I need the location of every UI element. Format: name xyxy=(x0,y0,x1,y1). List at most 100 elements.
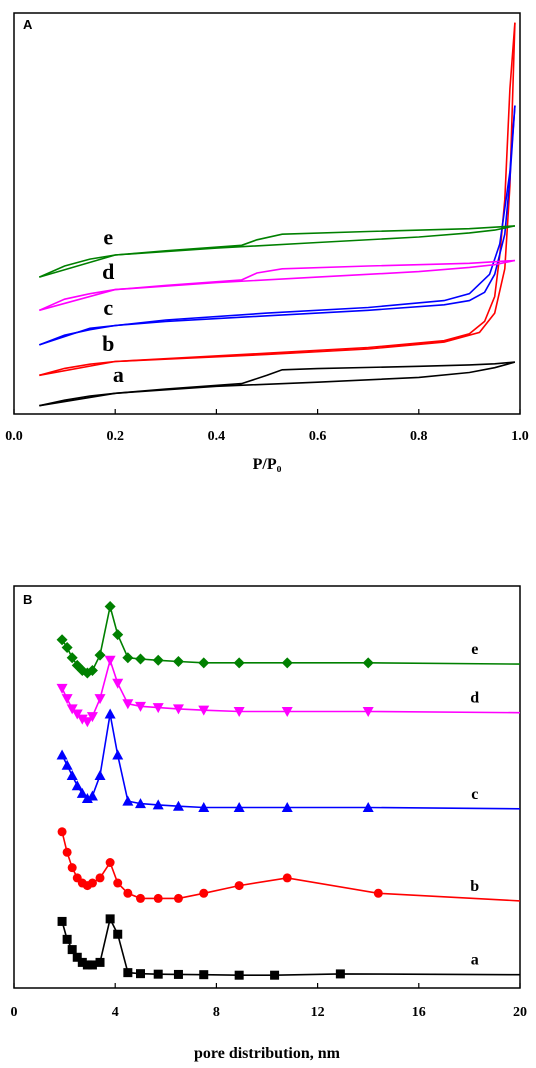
series-e-marker xyxy=(135,653,146,665)
series-c-marker xyxy=(135,798,146,809)
series-b-marker xyxy=(199,888,209,898)
x-tick-label: 20 xyxy=(513,1005,527,1020)
series-e-marker xyxy=(86,664,98,676)
series-a-marker xyxy=(95,957,105,967)
series-a-marker xyxy=(67,945,77,955)
x-tick-label: 4 xyxy=(112,1005,119,1020)
panel-a-frame xyxy=(13,12,521,415)
series-e-adsorption-line xyxy=(38,225,515,278)
series-c-marker xyxy=(61,759,73,770)
x-tick-label: 16 xyxy=(412,1005,426,1020)
series-e-marker xyxy=(152,654,164,666)
series-a-marker xyxy=(335,969,345,979)
series-a-marker xyxy=(82,960,92,970)
series-e-marker xyxy=(198,657,210,669)
series-d-marker xyxy=(152,703,164,714)
series-c-marker xyxy=(76,787,88,798)
series-c-marker xyxy=(81,793,93,804)
series-c-marker xyxy=(198,801,210,812)
x-tick-label: 0.6 xyxy=(309,429,327,444)
series-d-adsorption-line xyxy=(38,259,515,312)
x-tick-label: 0.2 xyxy=(106,429,124,444)
series-d-marker xyxy=(66,704,78,715)
series-b-marker xyxy=(62,847,72,857)
series-c-marker xyxy=(71,780,83,791)
series-a-marker xyxy=(62,934,72,944)
panel-a-x-ticks: 0.0 0.2 0.4 0.6 0.8 1.0 xyxy=(5,409,529,444)
series-d-marker xyxy=(362,706,374,717)
series-d-marker xyxy=(71,709,83,720)
panel-b-series xyxy=(56,600,521,980)
series-d-marker xyxy=(172,704,184,715)
x-tick-label: 0.8 xyxy=(410,429,428,444)
x-tick-label: 0.0 xyxy=(5,429,23,444)
series-label-c: c xyxy=(471,786,478,803)
series-e-marker xyxy=(66,652,78,664)
series-d-marker xyxy=(104,655,116,666)
x-tick-label: 8 xyxy=(213,1005,220,1020)
series-b-marker xyxy=(123,888,133,898)
series-b-adsorption-line xyxy=(39,22,516,377)
series-d-marker xyxy=(86,712,98,723)
series-c-marker xyxy=(112,749,124,760)
series-d-line xyxy=(61,657,521,723)
series-b-marker xyxy=(136,893,145,903)
x-tick-label: 0 xyxy=(11,1005,18,1020)
series-c-marker xyxy=(362,801,374,812)
series-b-marker xyxy=(95,873,105,883)
series-c-marker xyxy=(66,769,78,780)
series-a-marker xyxy=(87,960,97,970)
series-c-marker xyxy=(172,800,184,811)
series-a-marker xyxy=(123,968,133,978)
series-e-desorption-line xyxy=(39,225,516,278)
series-label-d: d xyxy=(102,259,114,284)
series-label-b: b xyxy=(470,878,479,895)
series-a-marker xyxy=(113,929,123,939)
series-e-marker xyxy=(104,600,116,612)
series-c-marker xyxy=(94,769,106,780)
panel-b-frame xyxy=(13,585,521,989)
series-d-marker xyxy=(198,705,210,716)
series-c-marker xyxy=(233,801,245,812)
series-label-e: e xyxy=(471,641,478,658)
series-label-b: b xyxy=(102,331,114,356)
series-b-desorption-line xyxy=(39,22,516,377)
panel-b-x-axis-title: pore distribution, nm xyxy=(194,1045,341,1062)
series-b-marker xyxy=(153,893,163,903)
series-a-marker xyxy=(105,914,115,924)
series-a-marker xyxy=(173,969,183,979)
series-a-marker xyxy=(136,969,145,979)
series-label-d: d xyxy=(470,690,479,707)
series-c-marker xyxy=(152,799,164,810)
series-d-marker xyxy=(135,701,146,712)
panel-a-letter: A xyxy=(23,17,33,32)
series-b-marker xyxy=(173,893,183,903)
panel-b: B 0 4 8 12 16 20 a b c d e pore distribution, nm xyxy=(11,585,527,1062)
series-a-marker xyxy=(153,969,163,979)
series-b-marker xyxy=(67,863,77,873)
series-d-marker xyxy=(76,714,88,725)
series-label-c: c xyxy=(103,295,113,320)
series-e-marker xyxy=(172,656,184,668)
series-e-marker xyxy=(112,629,124,641)
x-tick-label: 1.0 xyxy=(511,429,529,444)
panel-a-x-axis-title: P/P₀ xyxy=(253,456,282,473)
series-b-marker xyxy=(105,858,115,868)
series-c-adsorption-line xyxy=(39,105,516,346)
series-b-marker xyxy=(234,881,244,891)
series-d-marker xyxy=(56,683,68,694)
panel-b-x-ticks: 0 4 8 12 16 20 xyxy=(11,983,527,1020)
series-b-marker xyxy=(282,873,292,883)
panel-b-series-labels: a b c d e xyxy=(470,641,479,969)
series-a-marker xyxy=(72,952,82,962)
series-c-marker xyxy=(281,801,293,812)
series-d-marker xyxy=(81,717,93,728)
series-a-marker xyxy=(270,970,280,980)
series-d-marker xyxy=(94,694,106,705)
series-e-marker xyxy=(94,649,106,661)
series-a-line xyxy=(61,916,521,976)
series-a-marker xyxy=(77,957,87,967)
series-b-marker xyxy=(87,878,97,888)
x-tick-label: 0.4 xyxy=(208,429,226,444)
